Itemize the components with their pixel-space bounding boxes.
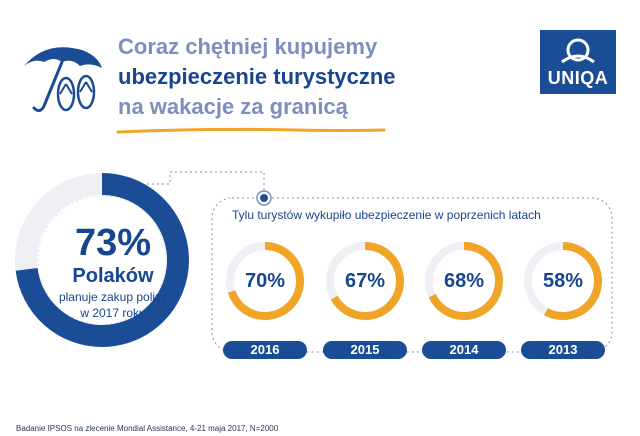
year-donut-2015: [326, 242, 404, 320]
main-donut-chart: [15, 173, 189, 347]
main-donut-arc: [15, 173, 189, 347]
title-line-2: ubezpieczenie turystyczne: [118, 64, 396, 89]
year-percent-2016: 70%: [244, 270, 286, 292]
year-percent-2013: 58%: [542, 270, 584, 292]
year-donut-arc-2013: [524, 242, 602, 320]
title-underline: [116, 127, 386, 134]
main-noun: Polaków: [72, 265, 154, 287]
title-line-1: Coraz chętniej kupujemy: [118, 34, 378, 59]
main-subtitle: planuje zakup polisy w 2017 roku: [46, 289, 180, 321]
year-label-2015: 2015: [323, 341, 407, 359]
title-line-3: na wakacje za granicą: [118, 94, 348, 119]
uniqa-logo: UNIQA: [540, 30, 616, 94]
year-label-2013: 2013: [521, 341, 605, 359]
year-donut-arc-2016: [226, 242, 304, 320]
years-section-title: Tylu turystów wykupiło ubezpieczenie w p…: [232, 208, 541, 222]
year-donut-2016: [226, 242, 304, 320]
year-percent-2014: 68%: [443, 270, 485, 292]
year-label-2016: 2016: [223, 341, 307, 359]
year-donut-arc-2015: [326, 242, 404, 320]
main-stat: 73% Polaków planuje zakup polisy w 2017 …: [46, 222, 180, 321]
year-donut-2013: [524, 242, 602, 320]
footnote: Badanie IPSOS na zlecenie Mondial Assist…: [16, 424, 279, 433]
year-label-2014: 2014: [422, 341, 506, 359]
year-donut-2014: [425, 242, 503, 320]
logo-text: UNIQA: [547, 68, 609, 88]
uniqa-logo-mark: [561, 38, 595, 64]
year-donut-arc-2014: [425, 242, 503, 320]
year-percent-2015: 67%: [344, 270, 386, 292]
main-subtitle-line-1: planuje zakup polisy: [58, 290, 168, 304]
main-percent: 73%: [74, 222, 152, 264]
main-subtitle-line-2: w 2017 roku: [80, 306, 146, 320]
umbrella-flipflops-icon: [24, 47, 102, 113]
connector-node: [256, 190, 272, 206]
